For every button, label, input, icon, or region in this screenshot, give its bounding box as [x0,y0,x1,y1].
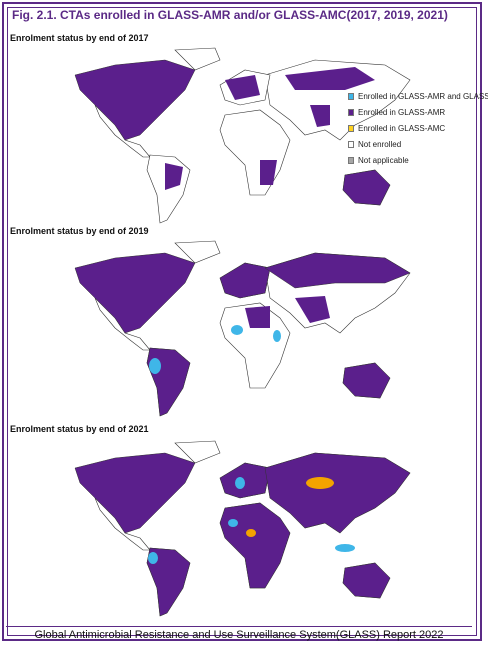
footer: Global Antimicrobial Resistance and Use … [6,626,472,643]
map-subtitle: Enrolment status by end of 2019 [10,226,149,236]
legend-label: Not applicable [358,155,409,165]
legend-label: Not enrolled [358,139,402,149]
legend-swatch [348,124,354,132]
legend-entry: Enrolled in GLASS-AMC [348,120,488,136]
legend: Enrolled in GLASS-AMR and GLASS-AMC Enrol… [348,88,488,168]
legend-swatch [348,92,354,100]
inner-frame [7,7,477,636]
legend-entry: Not applicable [348,152,488,168]
legend-entry: Enrolled in GLASS-AMR and GLASS-AMC [348,88,488,104]
figure-title: Fig. 2.1. CTAs enrolled in GLASS-AMR and… [12,8,448,22]
legend-label: Enrolled in GLASS-AMC [358,123,446,133]
world-map-2021 [74,440,411,617]
legend-entry: Enrolled in GLASS-AMR [348,104,488,120]
legend-swatch [348,156,354,164]
figure-frame [2,2,482,641]
legend-swatch [348,108,354,116]
legend-label: Enrolled in GLASS-AMR and GLASS-AMC [358,91,488,101]
world-map-2019 [74,240,411,417]
legend-entry: Not enrolled [348,136,488,152]
legend-label: Enrolled in GLASS-AMR [358,107,446,117]
legend-swatch [348,140,354,148]
map-subtitle: Enrolment status by end of 2021 [10,424,149,434]
world-map-2017 [74,47,411,224]
map-subtitle: Enrolment status by end of 2017 [10,33,149,43]
